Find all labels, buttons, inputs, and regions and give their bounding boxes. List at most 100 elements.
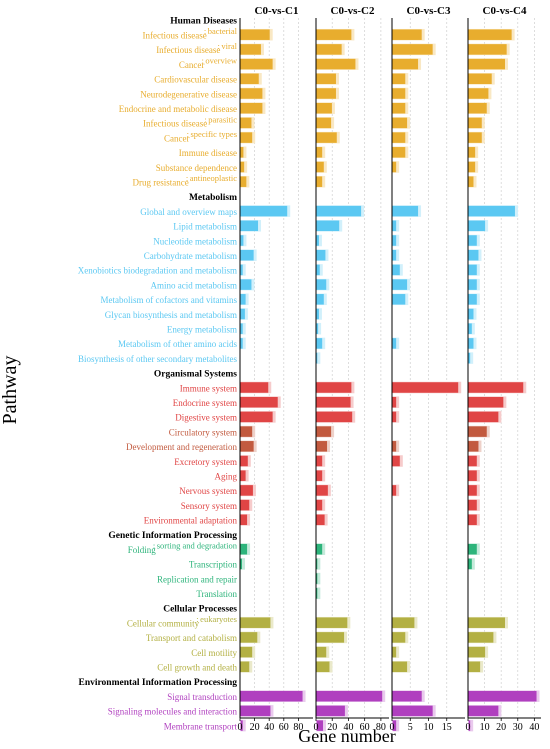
bar: [240, 646, 253, 658]
pathway-label: Metabolism of other amino acids: [118, 339, 237, 349]
bar: [392, 646, 397, 658]
bar: [468, 499, 477, 511]
bar: [240, 235, 244, 246]
bar: [392, 235, 397, 246]
bar-shadow: [316, 572, 321, 585]
x-tick-label: 40: [529, 722, 539, 733]
category-heading: Cellular Processes: [163, 605, 237, 615]
pathway-label: Infectious disease: [143, 31, 207, 41]
bar: [240, 455, 248, 467]
x-tick-label: 0: [390, 722, 395, 733]
pathway-sub-label: antineoplastic: [190, 173, 237, 183]
bar: [240, 470, 246, 481]
bar-shadow: [316, 308, 322, 320]
pathway-label: Nervous system: [179, 486, 237, 496]
bar: [240, 441, 254, 452]
bar: [392, 279, 408, 290]
bar: [316, 485, 328, 496]
bar: [316, 588, 318, 599]
pathway-label-colon: :: [187, 129, 189, 139]
bar: [240, 205, 288, 217]
bar: [392, 29, 422, 40]
bar: [392, 58, 419, 70]
x-tick-label: 40: [264, 722, 274, 733]
pathway-label: Cancer: [164, 133, 189, 143]
pathway-sub-label: parasitic: [208, 114, 237, 124]
bar: [240, 382, 269, 393]
bar: [316, 455, 323, 467]
pathway-label: Cell motility: [191, 648, 237, 658]
bar: [392, 661, 408, 673]
bar: [240, 617, 271, 628]
bar: [240, 323, 243, 334]
bar: [316, 132, 337, 143]
bar-shadow: [240, 322, 246, 335]
bar: [240, 558, 242, 570]
bar: [468, 338, 474, 349]
pathway-label: Development and regeneration: [126, 442, 237, 452]
bar: [392, 117, 408, 129]
bar-shadow: [240, 558, 245, 570]
pathway-label: Xenobiotics biodegradation and metabolis…: [78, 266, 237, 276]
pathway-label: Immune disease: [179, 148, 237, 158]
bar: [468, 29, 512, 40]
bar: [468, 88, 489, 99]
bar: [316, 411, 353, 423]
pathway-label: Endocrine system: [173, 398, 237, 408]
bar-shadow: [316, 352, 321, 364]
pathway-label: Cancer: [179, 60, 204, 70]
bar: [240, 705, 271, 717]
bar: [316, 29, 352, 40]
bar: [316, 117, 332, 129]
panel-title: C0-vs-C1: [255, 5, 299, 17]
bar: [468, 249, 479, 261]
grid-layer: [254, 18, 535, 718]
bar: [316, 279, 327, 290]
bar: [468, 117, 482, 129]
bar: [316, 294, 324, 305]
y-axis-title: Pathway: [0, 356, 21, 425]
bar: [392, 249, 397, 261]
pathway-label: Membrane transport: [164, 721, 238, 731]
pathway-label: Signaling molecules and interaction: [108, 707, 238, 717]
bar: [468, 617, 505, 628]
bar: [468, 264, 477, 276]
bar: [392, 705, 433, 717]
panel-title: C0-vs-C2: [331, 5, 375, 17]
pathway-label: Substance dependence: [156, 163, 237, 173]
x-tick-label: 0: [466, 722, 471, 733]
bar-shadow: [468, 352, 474, 364]
bar: [468, 176, 474, 187]
bar-shadow: [240, 146, 247, 159]
pathway-label: Aging: [215, 472, 238, 482]
bar: [468, 279, 477, 290]
panel-title: C0-vs-C3: [407, 5, 451, 17]
bar: [392, 338, 397, 349]
bar: [316, 382, 352, 393]
x-tick-label: 80: [376, 722, 386, 733]
bar: [392, 264, 400, 276]
bar: [468, 455, 477, 467]
bar: [316, 249, 326, 261]
bar: [392, 161, 397, 173]
bar: [316, 470, 323, 481]
pathway-sub-label: overview: [205, 56, 237, 66]
bar: [468, 132, 482, 143]
pathway-label: Signal transduction: [167, 692, 237, 702]
pathway-label: Infectious disease: [156, 45, 220, 55]
bar: [392, 455, 400, 467]
bar: [316, 205, 362, 217]
bar: [468, 382, 524, 393]
x-tick-label: 60: [279, 722, 289, 733]
bar: [316, 338, 323, 349]
bar: [392, 205, 419, 217]
bar: [316, 323, 319, 334]
bar: [240, 279, 252, 290]
x-tick-label: 30: [513, 722, 523, 733]
x-tick-label: 15: [442, 722, 452, 733]
bar: [316, 88, 336, 99]
bar: [392, 690, 422, 702]
pathway-label: Global and overview maps: [140, 207, 237, 217]
bar: [240, 720, 243, 731]
pathway-label: Transcription: [189, 560, 238, 570]
